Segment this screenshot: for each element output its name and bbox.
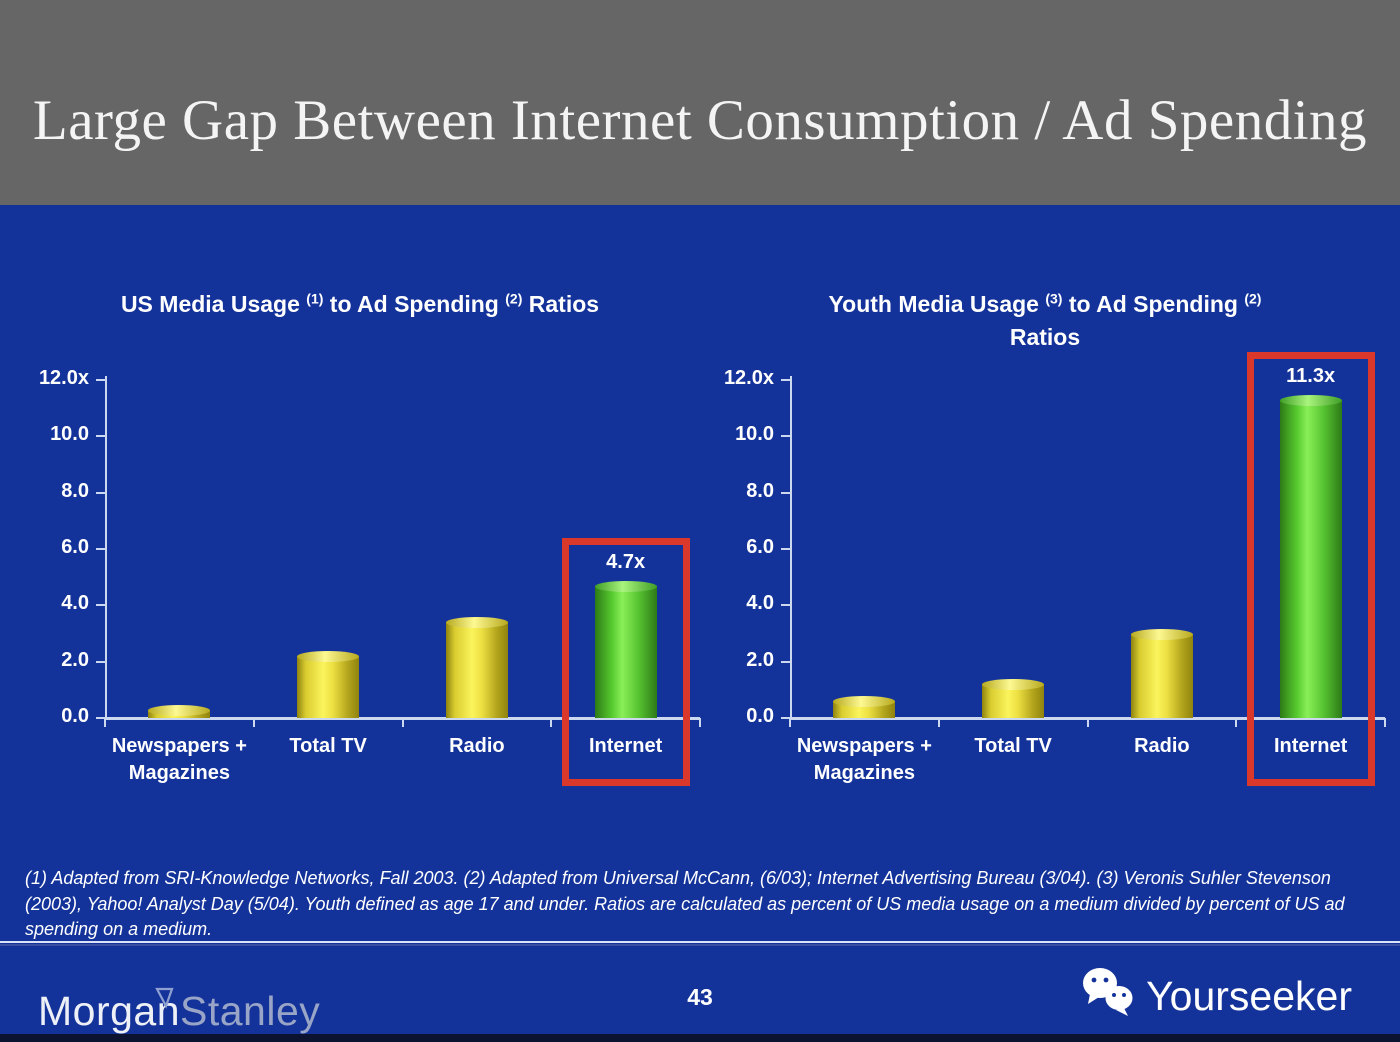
x-axis-tick xyxy=(789,718,791,727)
y-axis-tick xyxy=(96,435,105,438)
category-label-internet: Internet xyxy=(588,735,663,757)
yourseeker-brand: Yourseeker xyxy=(1080,966,1352,1026)
y-axis-label: 4.0 xyxy=(61,592,89,615)
category-label-radio: Radio xyxy=(1134,735,1190,757)
bottom-edge-strip xyxy=(0,1034,1400,1042)
y-axis-label: 6.0 xyxy=(61,536,89,558)
y-axis-tick xyxy=(781,604,790,607)
y-axis xyxy=(790,376,792,718)
bar-top-cap xyxy=(982,679,1045,691)
y-axis-label: 8.0 xyxy=(61,479,89,502)
wechat-icon xyxy=(1080,966,1136,1026)
category-label-internet: Internet xyxy=(1273,735,1348,757)
x-axis-tick xyxy=(937,718,940,727)
x-axis-tick xyxy=(401,718,404,727)
morgan-stanley-logo: MorganStanley xyxy=(38,987,321,1035)
bar-top-cap xyxy=(297,651,360,663)
y-axis-tick xyxy=(96,379,105,381)
bar-total-tv xyxy=(982,679,1045,718)
plot-area: 12.0x 10.0 8.0 6.0 4.0 2.0 0.0 Newspapers + Mag… xyxy=(39,367,701,786)
y-axis-tick xyxy=(96,548,105,550)
x-axis-tick xyxy=(699,718,701,727)
category-label-total-tv: Total TV xyxy=(289,735,367,757)
x-axis-tick xyxy=(1086,718,1089,727)
slide-header: Large Gap Between Internet Consumption /… xyxy=(0,0,1400,205)
morgan-stanley-logo-part2: Stanley xyxy=(180,988,321,1034)
category-label-newspapers-magazines: Newspapers + Magazines xyxy=(796,735,932,784)
plot-area: 12.0x 10.0 8.0 6.0 4.0 2.0 0.0 Newspapers + Mag… xyxy=(724,351,1386,786)
y-axis-label: 2.0 xyxy=(61,648,89,671)
bar-total-tv xyxy=(297,651,360,718)
morgan-stanley-flag-icon xyxy=(154,972,176,1019)
bar-top-cap xyxy=(445,617,508,629)
y-axis-tick xyxy=(781,548,790,550)
bar-newspapers-magazines xyxy=(148,704,211,718)
y-axis-tick xyxy=(781,717,790,719)
chart-title: Youth Media Usage (3) to Ad Spending (2)… xyxy=(828,290,1262,351)
y-axis xyxy=(105,376,107,718)
x-axis-tick xyxy=(1235,718,1238,727)
x-axis-tick xyxy=(550,718,553,727)
y-axis-tick xyxy=(781,435,790,438)
bar-value-label: 11.3x xyxy=(1286,364,1336,387)
bar-top-cap xyxy=(1279,394,1342,406)
bar-top-cap xyxy=(833,696,896,708)
internet-highlight-box xyxy=(561,537,690,786)
y-axis-tick xyxy=(96,604,105,607)
y-axis-label: 6.0 xyxy=(746,536,774,558)
y-axis-label: 12.0x xyxy=(38,367,89,389)
bar-radio xyxy=(445,617,508,718)
chart-title: US Media Usage (1) to Ad Spending (2) Ra… xyxy=(120,290,600,317)
y-axis-tick xyxy=(781,660,790,663)
page-number: 43 xyxy=(687,984,713,1010)
y-axis-label: 4.0 xyxy=(746,592,774,615)
yourseeker-label: Yourseeker xyxy=(1146,972,1352,1019)
y-axis-label: 0.0 xyxy=(61,705,89,727)
y-axis-tick xyxy=(96,491,105,494)
y-axis-tick xyxy=(781,379,790,381)
morgan-stanley-logo-part1: Morgan xyxy=(38,988,181,1034)
category-label-newspapers-magazines: Newspapers + Magazines xyxy=(111,735,247,784)
bar-top-cap xyxy=(1130,628,1193,640)
chart-us-media-usage: US Media Usage (1) to Ad Spending (2) Ra… xyxy=(20,280,701,810)
bar-value-label: 4.7x xyxy=(606,550,646,573)
category-label-total-tv: Total TV xyxy=(974,735,1052,757)
y-axis-label: 8.0 xyxy=(746,479,774,502)
x-axis-tick xyxy=(104,718,106,727)
y-axis-tick xyxy=(96,717,105,719)
bar-top-cap xyxy=(594,580,657,592)
chart-youth-media-usage: Youth Media Usage (3) to Ad Spending (2)… xyxy=(705,280,1386,810)
bar-top-cap xyxy=(148,704,211,716)
y-axis-label: 12.0x xyxy=(723,367,774,389)
y-axis-label: 10.0 xyxy=(735,423,774,446)
internet-highlight-box xyxy=(1246,351,1375,786)
y-axis-tick xyxy=(781,491,790,494)
footnote: (1) Adapted from SRI-Knowledge Networks,… xyxy=(25,868,1345,940)
slide-title: Large Gap Between Internet Consumption /… xyxy=(32,89,1368,152)
y-axis-label: 2.0 xyxy=(746,648,774,671)
bar-internet xyxy=(594,580,657,718)
bar-radio xyxy=(1130,628,1193,718)
y-axis-tick xyxy=(96,660,105,663)
bar-newspapers-magazines xyxy=(833,696,896,718)
separator-line-dark xyxy=(0,944,1400,946)
category-label-radio: Radio xyxy=(449,735,505,757)
separator-line-light xyxy=(0,941,1400,943)
y-axis-label: 10.0 xyxy=(50,423,89,446)
bar-internet xyxy=(1279,394,1342,718)
y-axis-label: 0.0 xyxy=(746,705,774,727)
x-axis-tick xyxy=(252,718,255,727)
x-axis-tick xyxy=(1384,718,1386,727)
